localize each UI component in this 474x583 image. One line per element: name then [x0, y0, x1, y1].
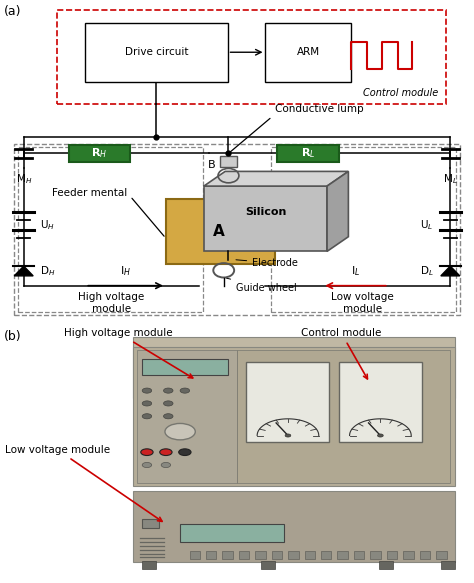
Bar: [246, 363, 329, 442]
Circle shape: [164, 414, 173, 419]
Circle shape: [141, 449, 153, 455]
Bar: [261, 561, 275, 569]
Text: A: A: [213, 224, 225, 239]
Bar: [204, 186, 327, 251]
Bar: [272, 552, 282, 559]
Bar: [337, 552, 348, 559]
Bar: [142, 519, 159, 528]
Bar: [222, 552, 233, 559]
Text: Silicon: Silicon: [245, 207, 286, 217]
Text: U$_L$: U$_L$: [420, 219, 434, 232]
Text: R$_L$: R$_L$: [301, 146, 315, 160]
Bar: [142, 561, 156, 569]
Circle shape: [179, 449, 191, 455]
Bar: [419, 552, 430, 559]
Circle shape: [378, 434, 383, 437]
Text: Guide wheel: Guide wheel: [227, 278, 296, 293]
Text: D$_H$: D$_H$: [40, 264, 55, 278]
Circle shape: [161, 462, 171, 468]
Circle shape: [180, 388, 190, 393]
Text: Low voltage module: Low voltage module: [5, 445, 162, 521]
Text: B: B: [208, 160, 215, 170]
Bar: [239, 552, 249, 559]
Circle shape: [142, 414, 152, 419]
FancyBboxPatch shape: [265, 23, 351, 82]
Circle shape: [165, 423, 195, 440]
Bar: [255, 552, 266, 559]
Bar: [190, 552, 200, 559]
Bar: [206, 552, 217, 559]
Bar: [354, 552, 365, 559]
Bar: [403, 552, 414, 559]
Bar: [441, 561, 455, 569]
Bar: [339, 363, 422, 442]
Text: U$_H$: U$_H$: [40, 219, 55, 232]
Text: I$_H$: I$_H$: [120, 264, 131, 278]
Bar: [133, 491, 455, 563]
Bar: [370, 552, 381, 559]
Bar: [166, 199, 275, 265]
Text: Control module: Control module: [301, 328, 382, 379]
Bar: [133, 347, 455, 486]
Bar: [321, 552, 331, 559]
Text: R$_H$: R$_H$: [91, 146, 108, 160]
Text: D$_L$: D$_L$: [420, 264, 434, 278]
Text: Drive circuit: Drive circuit: [125, 47, 188, 57]
Bar: [237, 350, 450, 483]
Circle shape: [285, 434, 291, 437]
Bar: [142, 359, 228, 375]
Circle shape: [142, 388, 152, 393]
Text: Control module: Control module: [363, 88, 438, 98]
Polygon shape: [204, 171, 348, 186]
Text: Conductive lump: Conductive lump: [230, 104, 364, 152]
Bar: [69, 145, 130, 161]
Polygon shape: [441, 266, 460, 276]
Bar: [379, 561, 393, 569]
Circle shape: [164, 388, 173, 393]
Text: I=I$_H$+I$_L$: I=I$_H$+I$_L$: [233, 179, 246, 213]
Bar: [137, 350, 237, 483]
Bar: [387, 552, 397, 559]
Bar: [436, 552, 447, 559]
Bar: [180, 524, 284, 542]
Text: I$_L$: I$_L$: [351, 264, 360, 278]
Text: (a): (a): [4, 5, 21, 18]
Text: M$_L$: M$_L$: [443, 173, 457, 186]
Polygon shape: [133, 337, 455, 398]
Text: ARM: ARM: [297, 47, 319, 57]
Bar: [277, 145, 339, 161]
Text: M$_H$: M$_H$: [16, 173, 32, 186]
Text: Feeder mental: Feeder mental: [52, 188, 164, 236]
Circle shape: [142, 462, 152, 468]
Text: High voltage
module: High voltage module: [78, 293, 145, 314]
Polygon shape: [327, 171, 348, 251]
Bar: [288, 552, 299, 559]
Circle shape: [142, 401, 152, 406]
Text: Electrode: Electrode: [236, 258, 298, 268]
Circle shape: [164, 401, 173, 406]
Circle shape: [160, 449, 172, 455]
Text: Low voltage
module: Low voltage module: [331, 293, 394, 314]
Polygon shape: [14, 266, 33, 276]
Text: High voltage module: High voltage module: [64, 328, 193, 378]
Bar: [305, 552, 315, 559]
Bar: [220, 156, 237, 167]
Text: (b): (b): [4, 331, 21, 343]
FancyBboxPatch shape: [85, 23, 228, 82]
